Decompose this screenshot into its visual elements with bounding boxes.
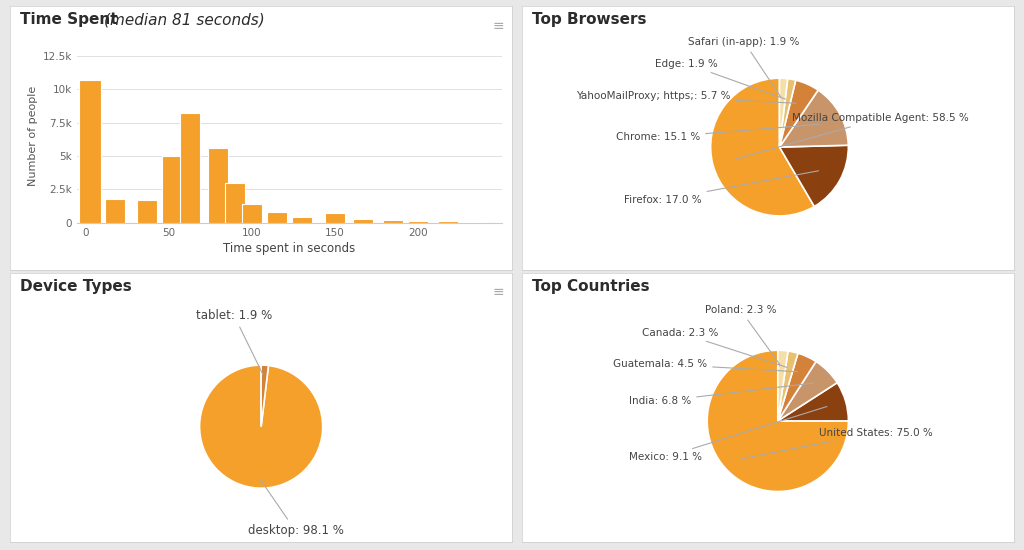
Text: YahooMailProxy; https;: 5.7 %: YahooMailProxy; https;: 5.7 % bbox=[575, 91, 796, 103]
Bar bbox=[438, 222, 459, 223]
Bar bbox=[162, 156, 182, 223]
Text: Canada: 2.3 %: Canada: 2.3 % bbox=[642, 328, 786, 367]
Wedge shape bbox=[711, 78, 814, 216]
Bar bbox=[242, 204, 262, 223]
X-axis label: Time spent in seconds: Time spent in seconds bbox=[223, 242, 355, 255]
Bar bbox=[462, 222, 481, 223]
Text: Firefox: 17.0 %: Firefox: 17.0 % bbox=[624, 171, 818, 205]
Text: Chrome: 15.1 %: Chrome: 15.1 % bbox=[615, 124, 818, 142]
Bar bbox=[105, 199, 125, 223]
Text: Guatemala: 4.5 %: Guatemala: 4.5 % bbox=[613, 359, 798, 372]
Wedge shape bbox=[778, 353, 816, 421]
Bar bbox=[79, 80, 101, 223]
Text: Time Spent: Time Spent bbox=[20, 12, 123, 27]
Bar bbox=[267, 212, 287, 223]
Text: tablet: 1.9 %: tablet: 1.9 % bbox=[196, 309, 272, 375]
Text: Mexico: 9.1 %: Mexico: 9.1 % bbox=[629, 406, 827, 462]
Wedge shape bbox=[708, 350, 849, 492]
Text: Poland: 2.3 %: Poland: 2.3 % bbox=[705, 305, 780, 365]
Bar bbox=[137, 200, 157, 223]
Text: (median 81 seconds): (median 81 seconds) bbox=[104, 12, 265, 27]
Text: Top Browsers: Top Browsers bbox=[532, 12, 647, 27]
Text: Top Countries: Top Countries bbox=[532, 279, 650, 294]
Bar bbox=[292, 217, 311, 223]
Bar bbox=[383, 220, 403, 223]
Text: desktop: 98.1 %: desktop: 98.1 % bbox=[248, 478, 343, 537]
Bar bbox=[353, 219, 374, 223]
Text: ≡: ≡ bbox=[493, 285, 504, 299]
Bar bbox=[180, 113, 200, 223]
Wedge shape bbox=[779, 79, 796, 147]
Wedge shape bbox=[778, 351, 798, 421]
Bar bbox=[325, 213, 345, 223]
Wedge shape bbox=[778, 383, 849, 421]
Text: Device Types: Device Types bbox=[20, 279, 132, 294]
Text: ≡: ≡ bbox=[493, 19, 504, 33]
Bar bbox=[225, 183, 245, 223]
Wedge shape bbox=[779, 78, 787, 147]
Bar bbox=[209, 148, 228, 223]
Wedge shape bbox=[779, 80, 818, 147]
Wedge shape bbox=[200, 365, 323, 488]
Text: Mozilla Compatible Agent: 58.5 %: Mozilla Compatible Agent: 58.5 % bbox=[736, 113, 970, 159]
Wedge shape bbox=[779, 145, 848, 206]
Text: Safari (in-app): 1.9 %: Safari (in-app): 1.9 % bbox=[688, 37, 800, 97]
Text: Edge: 1.9 %: Edge: 1.9 % bbox=[655, 59, 785, 99]
Text: United States: 75.0 %: United States: 75.0 % bbox=[742, 428, 933, 459]
Wedge shape bbox=[778, 350, 788, 421]
Wedge shape bbox=[779, 90, 848, 147]
Wedge shape bbox=[261, 365, 268, 427]
Y-axis label: Number of people: Number of people bbox=[29, 86, 38, 186]
Text: India: 6.8 %: India: 6.8 % bbox=[629, 383, 813, 406]
Bar bbox=[409, 221, 428, 223]
Wedge shape bbox=[778, 361, 838, 421]
